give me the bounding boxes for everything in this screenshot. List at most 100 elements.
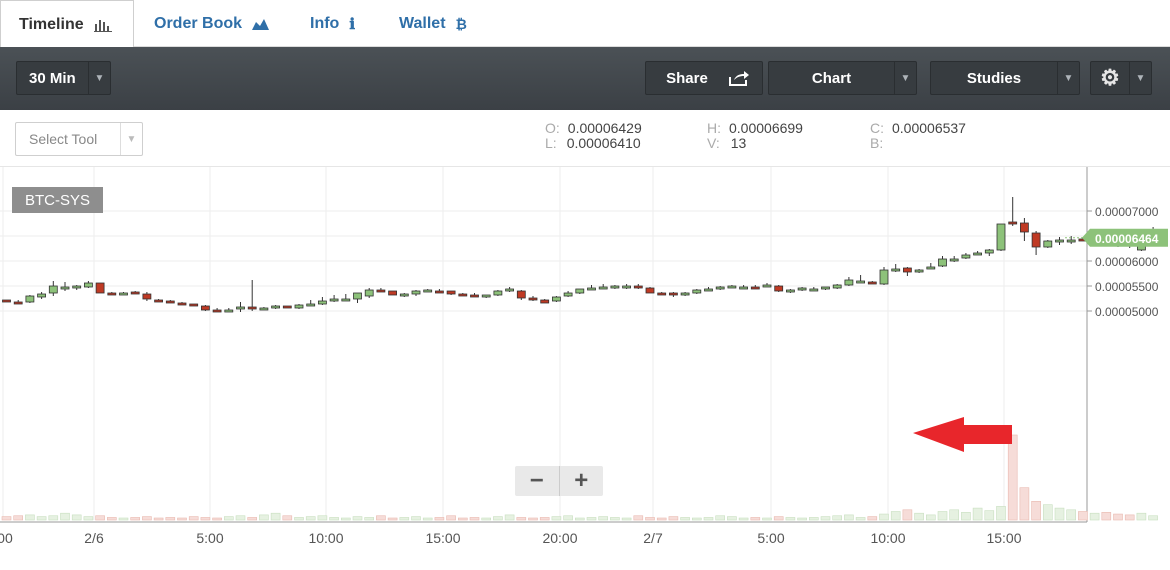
x-tick-label: 5:00 [196,530,223,546]
candle-body [1066,239,1076,243]
y-tick-label: 0.00006000 [1095,255,1159,269]
volume-bar [1136,512,1147,521]
chart-toolbar: 30 Min ▼ Share Chart ▼ Studies ▼ ⚙ ▼ [0,47,1170,110]
volume-bar [984,510,995,521]
candle-body [376,289,386,293]
volume-bar [773,516,784,521]
candle-body [797,287,807,291]
interval-dropdown[interactable]: 30 Min ▼ [16,61,111,95]
volume-bar [399,517,410,521]
volume-bar [1148,515,1158,521]
candle-body [247,306,257,310]
volume-bar [855,517,866,521]
candle-body [727,285,737,289]
volume-bar [516,517,527,521]
x-tick-label: 10:00 [870,530,905,546]
volume-bar [434,517,445,521]
candle-body [563,292,573,297]
candle-body [914,269,924,273]
tab-order-book[interactable]: Order Book [154,0,270,47]
x-tick-label: 5:00 [757,530,784,546]
candle-body [809,288,819,292]
candle-body [165,300,175,304]
ohlc-close-bid: C: 0.00006537 B: [870,120,966,151]
volume-bar [574,517,585,521]
candle-body [505,288,515,292]
candle-body [142,293,152,300]
volume-bar [118,517,129,521]
volume-bar [586,517,597,521]
volume-bar [282,515,293,521]
volume-bar [902,509,913,521]
candle-body [961,254,971,259]
volume-bar [71,514,82,521]
volume-bar [294,517,304,521]
volume-bar [1031,500,1041,521]
volume-bar [633,515,644,521]
volume-bar [715,515,726,521]
candle-body [938,258,947,267]
zoom-out-button[interactable]: − [515,466,560,496]
select-tool-dropdown[interactable]: Select Tool ▼ [15,122,143,156]
volume-bar [1043,504,1053,521]
volume-bar [1,516,12,521]
candle-body [212,309,222,313]
high-value: 0.00006699 [729,120,803,136]
candle-body [282,305,292,309]
volume-bar [340,517,351,521]
volume-bar [95,515,105,521]
volume-bar [832,515,843,521]
candle-body [692,289,702,294]
volume-bar [727,516,737,521]
chevron-down-icon: ▼ [120,123,142,155]
volume-bar [60,512,70,521]
volume-bar [130,517,140,521]
candle-body [236,306,245,310]
volume-bar [411,516,421,521]
candle-body [704,288,713,292]
candle-body [844,279,854,286]
candle-body [25,295,35,303]
settings-dropdown[interactable]: ⚙ ▼ [1090,61,1152,95]
tab-info[interactable]: Info ℹ [310,14,356,33]
candle-body [399,293,409,297]
candle-body [130,291,140,295]
zoom-in-button[interactable]: + [574,467,589,494]
x-tick-label: 15:00 [986,530,1021,546]
volume-bar [200,517,211,521]
volume-bar [691,517,702,521]
volume-bar [1019,487,1030,521]
candle-body [657,292,667,296]
candle-body [762,284,772,288]
candle-body [903,267,912,273]
chevron-down-icon: ▼ [1129,62,1151,94]
volume-bar [1054,507,1065,521]
volume-bar [820,516,831,521]
volume-bar [247,517,257,521]
candle-body [516,290,526,299]
volume-bar [270,512,281,521]
volume-bar [925,514,936,521]
tab-wallet[interactable]: Wallet ₿ [399,14,467,32]
candle-body [587,287,596,291]
volume-bar [1078,511,1088,521]
symbol-label: BTC-SYS [12,187,103,213]
candle-body [95,282,105,294]
candle-body [715,286,725,290]
candle-body [1008,221,1018,225]
volume-bar [376,515,386,521]
volume-bar [680,517,690,521]
tab-timeline[interactable]: Timeline [0,0,134,48]
volume-value: 13 [730,135,747,151]
share-button[interactable]: Share [645,61,763,95]
candle-body [470,294,479,298]
share-icon [729,71,749,86]
candle-body [423,289,433,293]
candle-body [832,284,842,289]
candle-body [867,281,877,285]
chart-type-dropdown[interactable]: Chart ▼ [768,61,917,95]
x-tick-label: :00 [0,530,13,546]
studies-dropdown[interactable]: Studies ▼ [930,61,1080,95]
tab-bar: Timeline Order Book Info ℹ Wallet ₿ [0,0,1170,48]
price-chart[interactable]: 0.000070000.000065000.000060000.00005500… [0,167,1170,570]
